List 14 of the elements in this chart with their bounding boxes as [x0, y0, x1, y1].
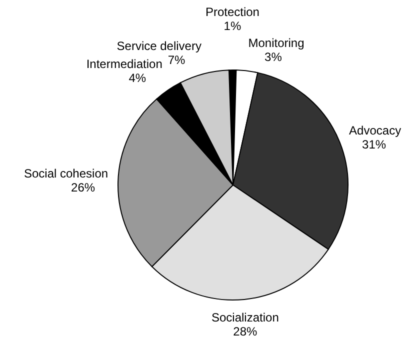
data-label: 28% — [233, 324, 258, 338]
data-label: 4% — [128, 70, 146, 85]
data-label: 1% — [224, 19, 242, 33]
slice-label: Protection — [205, 5, 260, 19]
data-label: 7% — [168, 53, 186, 68]
data-label: 31% — [362, 138, 386, 152]
data-label: 3% — [264, 50, 282, 64]
slice-label: Intermediation — [86, 56, 162, 71]
slice-label: Service delivery — [116, 39, 202, 54]
data-label: 26% — [71, 180, 96, 195]
slice-label: Socialization — [212, 310, 279, 324]
slice-label: Advocacy — [349, 124, 402, 138]
slice-label: Monitoring — [248, 36, 304, 50]
slice-label: Social cohesion — [24, 166, 108, 181]
